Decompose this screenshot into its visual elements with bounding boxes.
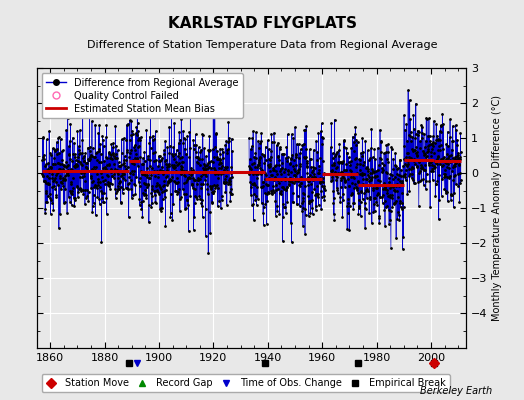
Text: Berkeley Earth: Berkeley Earth <box>420 386 493 396</box>
Text: Difference of Station Temperature Data from Regional Average: Difference of Station Temperature Data f… <box>87 40 437 50</box>
Legend: Station Move, Record Gap, Time of Obs. Change, Empirical Break: Station Move, Record Gap, Time of Obs. C… <box>41 374 450 392</box>
Y-axis label: Monthly Temperature Anomaly Difference (°C): Monthly Temperature Anomaly Difference (… <box>492 95 502 321</box>
Text: KARLSTAD FLYGPLATS: KARLSTAD FLYGPLATS <box>168 16 356 31</box>
